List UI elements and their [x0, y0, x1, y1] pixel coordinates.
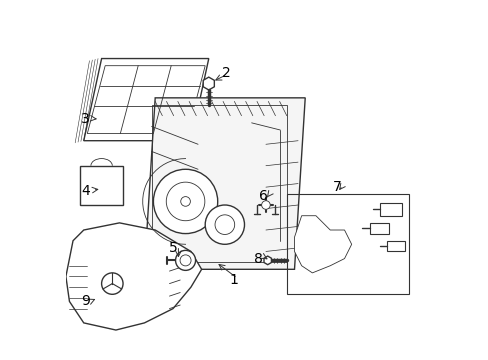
Polygon shape [66, 223, 201, 330]
Circle shape [166, 182, 204, 221]
Text: 7: 7 [332, 180, 341, 194]
Circle shape [215, 215, 234, 234]
Text: 5: 5 [168, 241, 177, 255]
Text: 1: 1 [229, 273, 238, 287]
Bar [369, 223, 388, 234]
Bar [380, 203, 401, 216]
Circle shape [102, 273, 123, 294]
Text: 6: 6 [258, 189, 267, 203]
Text: 8: 8 [253, 252, 262, 266]
Polygon shape [264, 256, 271, 265]
Circle shape [205, 205, 244, 244]
Circle shape [153, 169, 217, 234]
Circle shape [180, 255, 191, 266]
Bar [386, 241, 405, 251]
Polygon shape [80, 166, 123, 205]
Text: 3: 3 [81, 112, 90, 126]
Text: 2: 2 [222, 66, 230, 80]
Polygon shape [294, 216, 351, 273]
Bar [151, 105, 287, 262]
Text: 4: 4 [81, 184, 90, 198]
Circle shape [181, 197, 190, 206]
Polygon shape [83, 59, 208, 141]
Circle shape [261, 201, 270, 209]
Bar [287, 194, 408, 294]
Text: 9: 9 [81, 294, 90, 309]
Polygon shape [144, 98, 305, 269]
Circle shape [175, 250, 195, 270]
Polygon shape [87, 66, 205, 134]
Polygon shape [203, 77, 214, 90]
